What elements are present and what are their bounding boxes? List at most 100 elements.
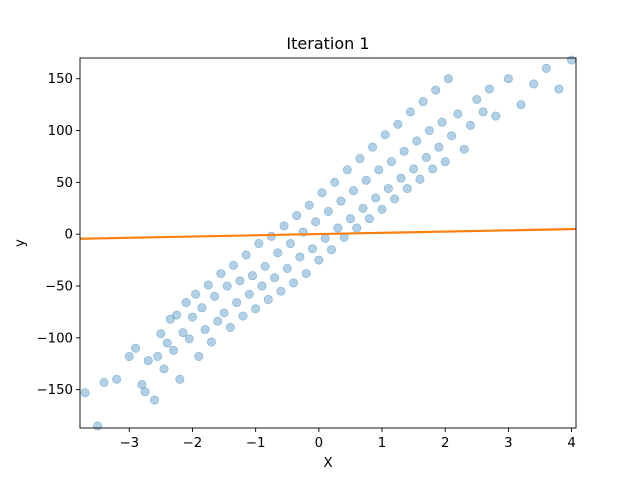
scatter-point: [184, 334, 194, 344]
scatter-point: [203, 280, 213, 290]
scatter-point: [368, 142, 378, 152]
scatter-point: [219, 308, 229, 318]
scatter-point: [428, 164, 438, 174]
y-tick-label: 100: [48, 124, 73, 139]
scatter-point: [162, 338, 172, 348]
scatter-point: [165, 314, 175, 324]
x-axis-label: X: [323, 456, 332, 471]
scatter-point: [235, 276, 245, 286]
scatter-points: [80, 55, 577, 431]
scatter-point: [355, 154, 365, 164]
scatter-point: [333, 223, 343, 233]
scatter-point: [260, 261, 270, 271]
scatter-point: [137, 379, 147, 389]
scatter-point: [484, 84, 494, 94]
scatter-point: [478, 107, 488, 117]
scatter-point: [181, 298, 191, 308]
scatter-point: [292, 211, 302, 221]
scatter-point: [143, 356, 153, 366]
scatter-point: [222, 281, 232, 291]
scatter-point: [390, 194, 400, 204]
y-tick-label: 0: [65, 228, 73, 243]
scatter-point: [80, 388, 90, 398]
scatter-point: [131, 343, 141, 353]
scatter-point: [244, 289, 254, 299]
chart-title: Iteration 1: [286, 34, 369, 53]
scatter-point: [567, 55, 577, 65]
scatter-point: [491, 111, 501, 121]
scatter-point: [285, 239, 295, 249]
scatter-point: [216, 269, 226, 279]
scatter-point: [200, 325, 210, 335]
scatter-point: [289, 278, 299, 288]
scatter-point: [459, 144, 469, 154]
scatter-point: [210, 291, 220, 301]
x-tick-label: 1: [378, 436, 386, 451]
scatter-point: [424, 126, 434, 136]
scatter-point: [153, 351, 163, 361]
scatter-point: [405, 107, 415, 117]
scatter-point: [251, 304, 261, 314]
y-axis-label: y: [13, 239, 28, 247]
scatter-point: [437, 117, 447, 127]
scatter-point: [308, 244, 318, 254]
scatter-point: [396, 173, 406, 183]
scatter-point: [301, 269, 311, 279]
scatter-point: [175, 374, 185, 384]
fit-lines: [79, 227, 577, 240]
scatter-point: [529, 79, 539, 89]
scatter-point: [472, 94, 482, 104]
scatter-point: [194, 351, 204, 361]
y-tick-label: −50: [45, 280, 73, 295]
scatter-point: [93, 421, 103, 431]
scatter-point: [402, 184, 412, 194]
scatter-point: [349, 186, 359, 196]
y-tick-label: 50: [56, 176, 73, 191]
scatter-point: [434, 142, 444, 152]
scatter-point: [178, 328, 188, 338]
scatter-point: [399, 146, 409, 156]
scatter-point: [465, 120, 475, 130]
scatter-point: [169, 345, 179, 355]
scatter-point: [447, 131, 457, 141]
y-axis-ticks: −150 −100 −50 0 50 100 150: [36, 72, 80, 398]
scatter-point: [124, 351, 134, 361]
scatter-point: [418, 97, 428, 107]
x-tick-label: −1: [246, 436, 266, 451]
scatter-point: [431, 85, 441, 95]
plot-area: [80, 58, 576, 428]
scatter-point: [238, 311, 248, 321]
scatter-point: [393, 119, 403, 129]
scatter-point: [225, 322, 235, 332]
scatter-point: [270, 273, 280, 283]
scatter-point: [554, 84, 564, 94]
x-tick-label: 0: [315, 436, 323, 451]
x-tick-label: −3: [119, 436, 139, 451]
scatter-point: [336, 196, 346, 206]
scatter-point: [352, 223, 362, 233]
x-tick-label: −2: [183, 436, 203, 451]
scatter-point: [326, 245, 336, 255]
scatter-point: [197, 303, 207, 313]
scatter-point: [191, 289, 201, 299]
plot-frame: [79, 57, 577, 429]
scatter-point: [380, 130, 390, 140]
scatter-point: [323, 206, 333, 216]
scatter-point: [295, 252, 305, 262]
scatter-point: [156, 329, 166, 339]
fit-line: [79, 227, 577, 240]
scatter-point: [282, 263, 292, 273]
scatter-point: [516, 100, 526, 110]
scatter-point: [415, 174, 425, 184]
scatter-point: [317, 188, 327, 198]
x-tick-label: 3: [504, 436, 512, 451]
scatter-point: [371, 193, 381, 203]
y-tick-label: −100: [36, 331, 73, 346]
scatter-point: [276, 286, 286, 296]
scatter-point: [311, 217, 321, 227]
scatter-point: [229, 260, 239, 270]
x-axis-ticks: −3 −2 −1 0 1 2 3 4: [119, 428, 576, 451]
scatter-point: [320, 233, 330, 243]
scatter-point: [374, 165, 384, 175]
